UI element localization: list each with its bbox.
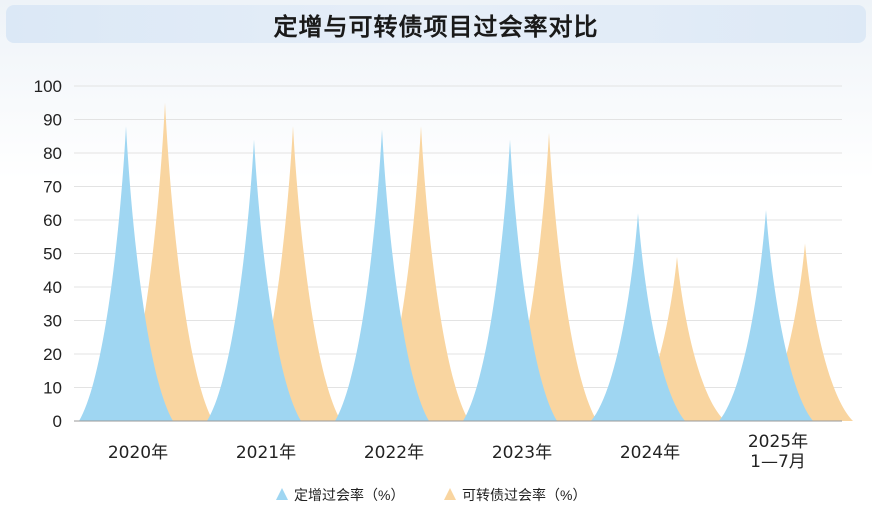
dingzeng-area-mark — [463, 139, 557, 421]
legend-label: 定增过会率（%） — [294, 487, 404, 503]
y-axis-ticks: 0 10 20 30 40 50 60 70 80 90 100 — [34, 77, 62, 431]
y-tick-label: 80 — [43, 144, 62, 163]
gridlines — [74, 85, 842, 388]
y-tick-label: 20 — [43, 345, 62, 364]
dingzeng-area-mark — [79, 126, 173, 421]
x-category-label: 2025年 1—7月 — [748, 432, 808, 472]
x-category-label: 2020年 — [108, 443, 168, 463]
chart-title: 定增与可转债项目过会率对比 — [273, 12, 599, 41]
chart-title-bar: 定增与可转债项目过会率对比 — [6, 5, 866, 43]
x-category-label: 2024年 — [620, 443, 680, 463]
legend: 定增过会率（%） 可转债过会率（%） — [276, 487, 586, 503]
dingzeng-area-mark — [207, 139, 301, 421]
x-axis-ticks: 2020年 2021年 2022年 2023年 2024年 2025年 1—7月 — [108, 432, 808, 472]
dingzeng-area-mark — [591, 213, 685, 421]
legend-label: 可转债过会率（%） — [462, 487, 586, 503]
legend-swatch — [444, 488, 456, 500]
y-tick-label: 40 — [43, 278, 62, 297]
dingzeng-area-mark — [335, 129, 429, 422]
y-tick-label: 30 — [43, 312, 62, 331]
x-category-label: 2023年 — [492, 443, 552, 463]
y-tick-label: 100 — [34, 77, 62, 96]
x-category-label: 2021年 — [236, 443, 296, 463]
x-category-label: 2022年 — [364, 443, 424, 463]
y-tick-label: 0 — [53, 412, 62, 431]
dingzeng-area-mark — [719, 209, 813, 421]
y-tick-label: 60 — [43, 211, 62, 230]
y-tick-label: 70 — [43, 178, 62, 197]
y-tick-label: 10 — [43, 379, 62, 398]
chart-marks — [79, 102, 853, 422]
y-tick-label: 50 — [43, 245, 62, 264]
legend-swatch — [276, 488, 288, 500]
y-tick-label: 90 — [43, 111, 62, 130]
